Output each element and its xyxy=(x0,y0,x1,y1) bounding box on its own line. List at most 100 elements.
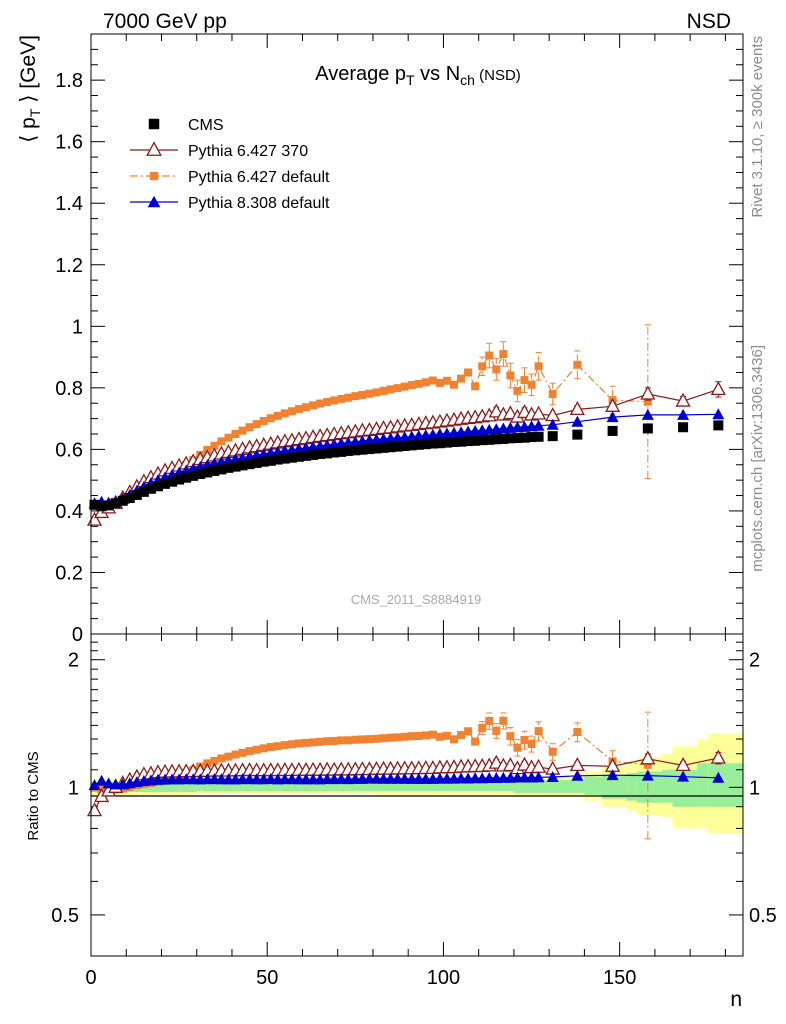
ratio-point xyxy=(252,745,261,754)
ratio-point xyxy=(435,732,444,741)
data-point xyxy=(530,405,547,420)
ratio-point xyxy=(316,737,325,746)
data-point xyxy=(399,441,410,451)
ratio-point xyxy=(365,735,374,744)
ratio-point xyxy=(224,752,233,761)
data-point xyxy=(641,408,654,420)
ratio-point xyxy=(217,754,226,763)
ratio-point xyxy=(471,737,480,746)
data-point xyxy=(407,381,416,390)
ratio-point xyxy=(534,727,543,736)
inner-band xyxy=(513,780,585,793)
data-point xyxy=(420,439,431,450)
ratio-y-axis-label: Ratio to CMS xyxy=(25,751,42,840)
data-point xyxy=(231,430,240,438)
ratio-point xyxy=(675,757,691,772)
data-point xyxy=(642,423,653,434)
data-point xyxy=(527,380,536,389)
data-point xyxy=(181,472,192,483)
y-tick-label: 0.6 xyxy=(55,439,83,461)
inner-band xyxy=(584,776,603,795)
ratio-point xyxy=(102,777,115,789)
data-point xyxy=(449,437,460,447)
legend-marker xyxy=(146,141,162,156)
data-point xyxy=(237,460,248,471)
ratio-y-tick-label-right: 0.5 xyxy=(749,905,777,927)
data-point xyxy=(238,426,247,435)
ratio-point xyxy=(323,737,332,746)
data-point xyxy=(513,386,522,395)
data-point xyxy=(344,393,353,402)
data-point xyxy=(357,444,368,455)
data-point xyxy=(464,368,473,377)
legend-label: CMS xyxy=(188,117,224,134)
legend-label: Pythia 8.308 default xyxy=(188,195,330,212)
ratio-point xyxy=(273,742,282,751)
data-point xyxy=(457,374,466,383)
inner-band xyxy=(302,783,373,792)
ratio-point xyxy=(464,727,473,736)
legend-marker xyxy=(149,171,159,181)
ratio-y-tick-label-right: 1 xyxy=(749,777,760,799)
data-point xyxy=(569,401,585,416)
data-point xyxy=(152,481,163,492)
data-point xyxy=(505,433,516,444)
x-axis-label: n xyxy=(730,988,742,1011)
data-point xyxy=(145,483,156,494)
ratio-point xyxy=(442,731,451,740)
ratio-point xyxy=(421,731,430,740)
ratio-point xyxy=(548,747,557,756)
inner-band xyxy=(697,763,708,807)
data-point xyxy=(279,453,290,464)
legend-marker xyxy=(148,118,160,130)
x-tick-label: 100 xyxy=(427,967,460,989)
ratio-point xyxy=(372,734,381,743)
header-left: 7000 GeV pp xyxy=(103,10,227,33)
data-point xyxy=(546,418,559,430)
header-right: NSD xyxy=(687,10,731,33)
inner-band xyxy=(626,773,638,801)
data-point xyxy=(378,442,389,453)
main-panel: 0 0.2 0.4 0.6 0.8 1 1.2 1.4 1.6 1.8 CMS_2011_S888… xyxy=(17,33,744,646)
data-point xyxy=(463,436,474,447)
ratio-point xyxy=(287,740,296,749)
data-point xyxy=(607,425,618,436)
data-point xyxy=(224,433,233,442)
data-point xyxy=(259,417,268,426)
ratio-point xyxy=(457,731,466,740)
data-point xyxy=(265,455,276,466)
data-point xyxy=(216,464,227,475)
data-point xyxy=(392,441,403,452)
data-point xyxy=(491,434,502,445)
ratio-point xyxy=(280,741,289,750)
series-1 xyxy=(86,381,726,526)
data-point xyxy=(502,405,518,420)
data-point xyxy=(532,419,545,431)
data-point xyxy=(506,371,515,380)
data-point xyxy=(273,411,282,420)
ratio-point xyxy=(606,769,619,781)
series-0 xyxy=(89,420,724,512)
data-point xyxy=(534,362,543,371)
ratio-point xyxy=(546,771,559,783)
ratio-point xyxy=(428,730,437,739)
data-point xyxy=(640,385,656,400)
data-point xyxy=(167,476,178,487)
data-point xyxy=(365,389,374,398)
ratio-point xyxy=(379,734,388,743)
data-point xyxy=(174,474,185,485)
inner-band xyxy=(661,769,673,803)
data-point xyxy=(258,456,269,467)
data-point xyxy=(322,448,333,459)
data-point xyxy=(209,465,220,476)
data-point xyxy=(477,435,488,446)
data-point xyxy=(428,376,437,385)
data-point xyxy=(492,365,501,374)
data-point xyxy=(678,422,689,433)
ratio-y-tick-label: 0.5 xyxy=(51,905,79,927)
data-point xyxy=(351,392,360,401)
data-point xyxy=(316,399,325,408)
mcplots-label: mcplots.cern.ch [arXiv:1306.3436] xyxy=(749,345,766,572)
data-point xyxy=(450,380,459,389)
ratio-point xyxy=(712,771,725,783)
